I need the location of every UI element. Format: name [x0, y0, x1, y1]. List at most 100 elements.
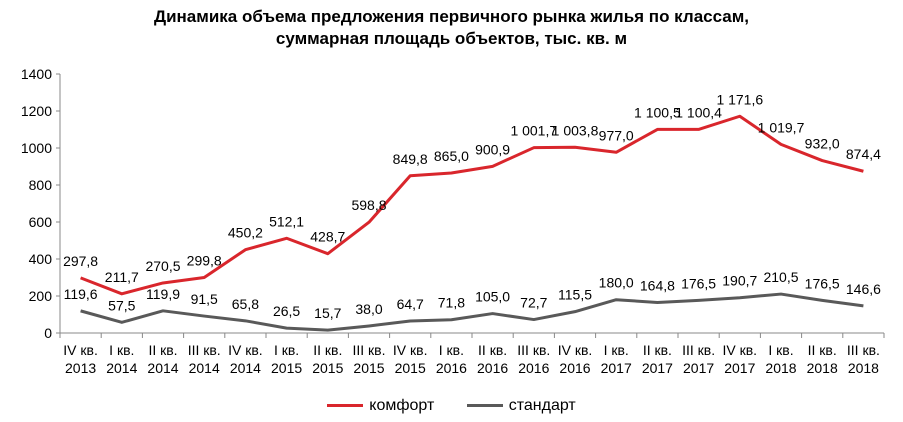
x-tick-label-year: 2015 — [312, 360, 343, 376]
x-tick-label: II кв. — [313, 342, 342, 358]
y-tick-label: 200 — [29, 288, 53, 304]
data-label-standart: 91,5 — [191, 291, 218, 307]
data-label-standart: 38,0 — [355, 301, 382, 317]
data-label-standart: 176,5 — [681, 275, 716, 291]
data-label-komfort: 428,7 — [310, 229, 345, 245]
x-tick-label-year: 2016 — [559, 360, 590, 376]
x-tick-label: II кв. — [148, 342, 177, 358]
data-label-standart: 65,8 — [232, 296, 259, 312]
x-tick-label-year: 2017 — [683, 360, 714, 376]
x-tick-label-year: 2017 — [642, 360, 673, 376]
data-label-standart: 71,8 — [438, 295, 465, 311]
data-label-komfort: 1 171,6 — [716, 91, 763, 107]
legend-label-komfort: комфорт — [369, 396, 435, 414]
x-tick-label: IV кв. — [723, 342, 758, 358]
y-tick-label: 1000 — [21, 140, 52, 156]
series-line-komfort — [80, 114, 864, 296]
data-label-komfort: 450,2 — [228, 225, 263, 241]
x-tick-label: III кв. — [188, 342, 221, 358]
x-tick-label: I кв. — [274, 342, 299, 358]
data-label-standart: 164,8 — [640, 278, 675, 294]
legend-label-standart: стандарт — [508, 396, 576, 414]
x-tick-label-year: 2014 — [230, 360, 261, 376]
data-label-standart: 26,5 — [273, 303, 300, 319]
x-tick-label-year: 2015 — [353, 360, 384, 376]
series-line-standart — [80, 292, 864, 332]
y-tick-label: 400 — [29, 251, 53, 267]
data-label-komfort: 1 003,8 — [552, 122, 599, 138]
x-tick-label: IV кв. — [63, 342, 98, 358]
x-tick-label-year: 2014 — [106, 360, 137, 376]
data-label-komfort: 977,0 — [599, 127, 634, 143]
data-label-standart: 190,7 — [722, 273, 757, 289]
x-tick-label: I кв. — [439, 342, 464, 358]
data-label-standart: 15,7 — [314, 305, 341, 321]
data-label-komfort: 598,8 — [351, 197, 386, 213]
legend-swatch-komfort — [327, 404, 364, 407]
x-tick-label: IV кв. — [558, 342, 593, 358]
x-tick-label-year: 2018 — [848, 360, 879, 376]
x-tick-label-year: 2017 — [724, 360, 755, 376]
x-tick-label: IV кв. — [393, 342, 428, 358]
data-label-standart: 105,0 — [475, 289, 510, 305]
legend-item-standart: стандарт — [466, 396, 576, 416]
data-label-standart: 210,5 — [763, 269, 798, 285]
x-tick-label-year: 2018 — [807, 360, 838, 376]
x-tick-label: III кв. — [682, 342, 715, 358]
x-tick-label-year: 2016 — [436, 360, 467, 376]
x-tick-label-year: 2013 — [65, 360, 96, 376]
x-tick-label-year: 2014 — [189, 360, 220, 376]
data-label-komfort: 932,0 — [805, 136, 840, 152]
data-label-komfort: 297,8 — [63, 253, 98, 269]
y-tick-label: 600 — [29, 214, 53, 230]
x-tick-label-year: 2016 — [477, 360, 508, 376]
chart-title-line-2: суммарная площадь объектов, тыс. кв. м — [275, 29, 628, 48]
x-tick-label: I кв. — [109, 342, 134, 358]
data-label-standart: 64,7 — [397, 296, 424, 312]
chart-legend: комфорт стандарт — [0, 393, 903, 416]
y-tick-label: 1200 — [21, 103, 52, 119]
y-tick-label: 1400 — [21, 66, 52, 82]
data-label-komfort: 1 100,4 — [675, 104, 722, 120]
data-label-komfort: 512,1 — [269, 213, 304, 229]
chart-title-line-1: Динамика объема предложения первичного р… — [153, 7, 750, 26]
line-chart: 0 200 400 600 800 1000 1200 1400 IV кв. 2013 I кв.… — [21, 66, 885, 376]
y-tick-label: 0 — [44, 325, 52, 341]
x-tick-label: II кв. — [808, 342, 837, 358]
x-tick-label: II кв. — [643, 342, 672, 358]
x-tick-label-year: 2017 — [601, 360, 632, 376]
x-tick-label-year: 2018 — [765, 360, 796, 376]
data-label-komfort: 211,7 — [105, 269, 139, 285]
data-label-standart: 72,7 — [520, 295, 547, 311]
data-label-komfort: 900,9 — [475, 141, 510, 157]
x-tick-label: III кв. — [352, 342, 385, 358]
x-tick-label: I кв. — [604, 342, 629, 358]
legend-item-komfort: комфорт — [327, 396, 434, 416]
data-label-komfort: 874,4 — [846, 146, 881, 162]
data-label-komfort: 849,8 — [393, 151, 428, 167]
data-label-komfort: 1 019,7 — [758, 119, 805, 135]
data-label-standart: 146,6 — [846, 281, 881, 297]
x-tick-label: II кв. — [478, 342, 507, 358]
x-tick-label: I кв. — [768, 342, 793, 358]
chart-title: Динамика объема предложения первичного р… — [0, 6, 903, 50]
y-tick-label: 800 — [29, 177, 53, 193]
data-label-standart: 176,5 — [805, 275, 840, 291]
data-label-komfort: 270,5 — [145, 258, 180, 274]
x-tick-label-year: 2015 — [395, 360, 426, 376]
data-label-standart: 115,5 — [558, 287, 592, 303]
data-label-komfort: 299,8 — [187, 253, 222, 269]
data-label-standart: 119,6 — [64, 286, 98, 302]
x-tick-label: III кв. — [517, 342, 550, 358]
x-tick-label: IV кв. — [228, 342, 263, 358]
x-tick-label-year: 2014 — [147, 360, 178, 376]
data-label-standart: 57,5 — [108, 297, 135, 313]
data-label-standart: 119,9 — [146, 286, 180, 302]
x-tick-label-year: 2015 — [271, 360, 302, 376]
data-label-komfort: 1 001,7 — [510, 123, 557, 139]
x-tick-label-year: 2016 — [518, 360, 549, 376]
legend-swatch-standart — [466, 404, 503, 407]
x-tick-label: III кв. — [847, 342, 880, 358]
data-label-komfort: 1 100,5 — [634, 104, 681, 120]
data-label-standart: 180,0 — [599, 275, 634, 291]
